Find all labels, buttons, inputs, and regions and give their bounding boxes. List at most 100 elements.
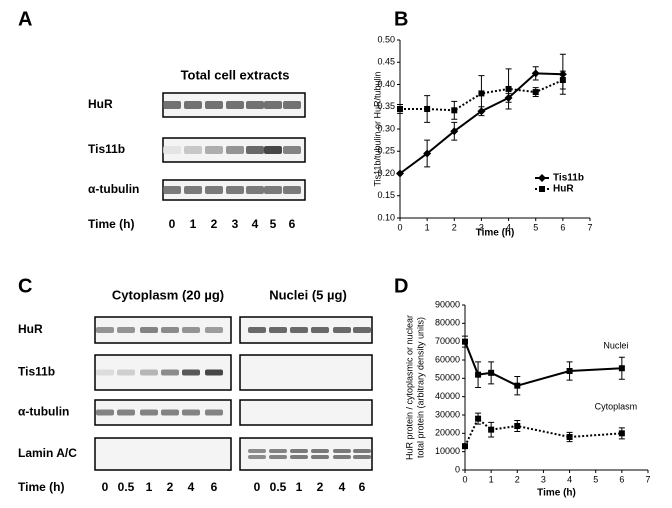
marker: [566, 368, 573, 374]
blot-band: [264, 101, 282, 109]
blot-band: [184, 186, 202, 194]
marker: [514, 423, 521, 429]
time-value: 5: [270, 217, 277, 231]
time-value: 4: [188, 480, 195, 494]
time-value: 0: [254, 480, 261, 494]
x-tick-label: 4: [567, 474, 572, 484]
blot-band: [140, 409, 158, 416]
x-axis-label: Time (h): [537, 488, 576, 499]
time-value: 0: [169, 217, 176, 231]
time-value: 1: [146, 480, 153, 494]
x-tick-label: 2: [515, 474, 520, 484]
marker: [475, 415, 482, 422]
marker: [462, 443, 468, 450]
blot-band: [353, 455, 371, 459]
blot-band: [161, 327, 179, 333]
marker: [539, 186, 545, 192]
time-value: 3: [232, 217, 239, 231]
time-value: 2: [211, 217, 218, 231]
blot-band: [205, 409, 223, 416]
x-tick-label: 0: [397, 222, 402, 232]
y-tick-label: 20000: [435, 428, 460, 438]
time-value: 6: [211, 480, 218, 494]
blot-band: [269, 327, 287, 333]
blot-band: [248, 455, 266, 459]
blot-band: [161, 369, 179, 376]
blot-band: [264, 146, 282, 154]
y-tick-label: 0.20: [377, 168, 395, 178]
marker: [478, 90, 485, 97]
y-axis-label: HuR protein / cytoplasmic or nuclear: [404, 315, 414, 460]
blot-band: [205, 146, 223, 154]
time-value: 6: [359, 480, 366, 494]
blot-frame: [239, 354, 373, 391]
time-label: Time (h): [88, 217, 134, 231]
blot-band: [184, 146, 202, 154]
marker: [488, 369, 495, 376]
blot-band: [140, 369, 158, 376]
time-value: 1: [296, 480, 303, 494]
blot-band: [205, 186, 223, 194]
blot-band: [182, 369, 200, 376]
blot-band: [290, 455, 308, 459]
blot-band: [248, 449, 266, 453]
marker: [451, 107, 458, 114]
marker: [618, 365, 625, 372]
time-value: 6: [289, 217, 296, 231]
blot-row-label: Tis11b: [88, 142, 125, 156]
marker: [559, 77, 566, 84]
blot-band: [283, 186, 301, 194]
blot-band: [205, 101, 223, 109]
time-label: Time (h): [18, 480, 64, 494]
panel-letter: D: [394, 275, 408, 297]
y-tick-label: 0.40: [377, 79, 395, 89]
blot-row-label: Tis11b: [18, 365, 55, 379]
y-tick-label: 0.10: [377, 212, 395, 222]
blot-band: [163, 186, 181, 194]
blot-band: [96, 327, 114, 333]
x-tick-label: 2: [452, 222, 457, 232]
marker: [475, 371, 482, 378]
x-tick-label: 3: [479, 222, 484, 232]
y-tick-label: 90000: [435, 299, 460, 309]
blot-band: [333, 327, 351, 333]
x-tick-label: 0: [462, 474, 467, 484]
blot-band: [311, 455, 329, 459]
blot-frame: [94, 437, 232, 471]
legend-label: Tis11b: [553, 173, 584, 184]
panel-letter: A: [18, 8, 32, 30]
blot-band: [283, 101, 301, 109]
blot-band: [264, 186, 282, 194]
blot-band: [269, 455, 287, 459]
legend-label: HuR: [553, 184, 574, 195]
blot-band: [182, 327, 200, 333]
marker: [531, 69, 540, 78]
blot-band: [117, 369, 135, 376]
blot-band: [269, 449, 287, 453]
blot-band: [117, 327, 135, 333]
blot-band: [333, 455, 351, 459]
y-tick-label: 0.35: [377, 101, 395, 111]
blot-band: [290, 327, 308, 333]
blot-band: [205, 327, 223, 333]
x-tick-label: 1: [425, 222, 430, 232]
blot-title: Total cell extracts: [181, 67, 290, 82]
blot-band: [353, 327, 371, 333]
y-tick-label: 40000: [435, 391, 460, 401]
time-value: 1: [190, 217, 197, 231]
blot-group: Cytoplasm (20 µg): [112, 287, 224, 302]
x-tick-label: 4: [506, 222, 511, 232]
time-value: 2: [167, 480, 174, 494]
y-tick-label: 10000: [435, 446, 460, 456]
time-value: 0: [102, 480, 109, 494]
y-axis-label: Tis11b/tubulin or HuR/tubulin: [372, 71, 382, 186]
time-value: 4: [252, 217, 259, 231]
marker: [505, 85, 512, 92]
blot-band: [246, 146, 264, 154]
y-tick-label: 60000: [435, 354, 460, 364]
blot-band: [246, 101, 264, 109]
time-value: 0.5: [270, 480, 287, 494]
x-tick-label: 3: [541, 474, 546, 484]
x-tick-label: 7: [645, 474, 650, 484]
blot-band: [226, 101, 244, 109]
